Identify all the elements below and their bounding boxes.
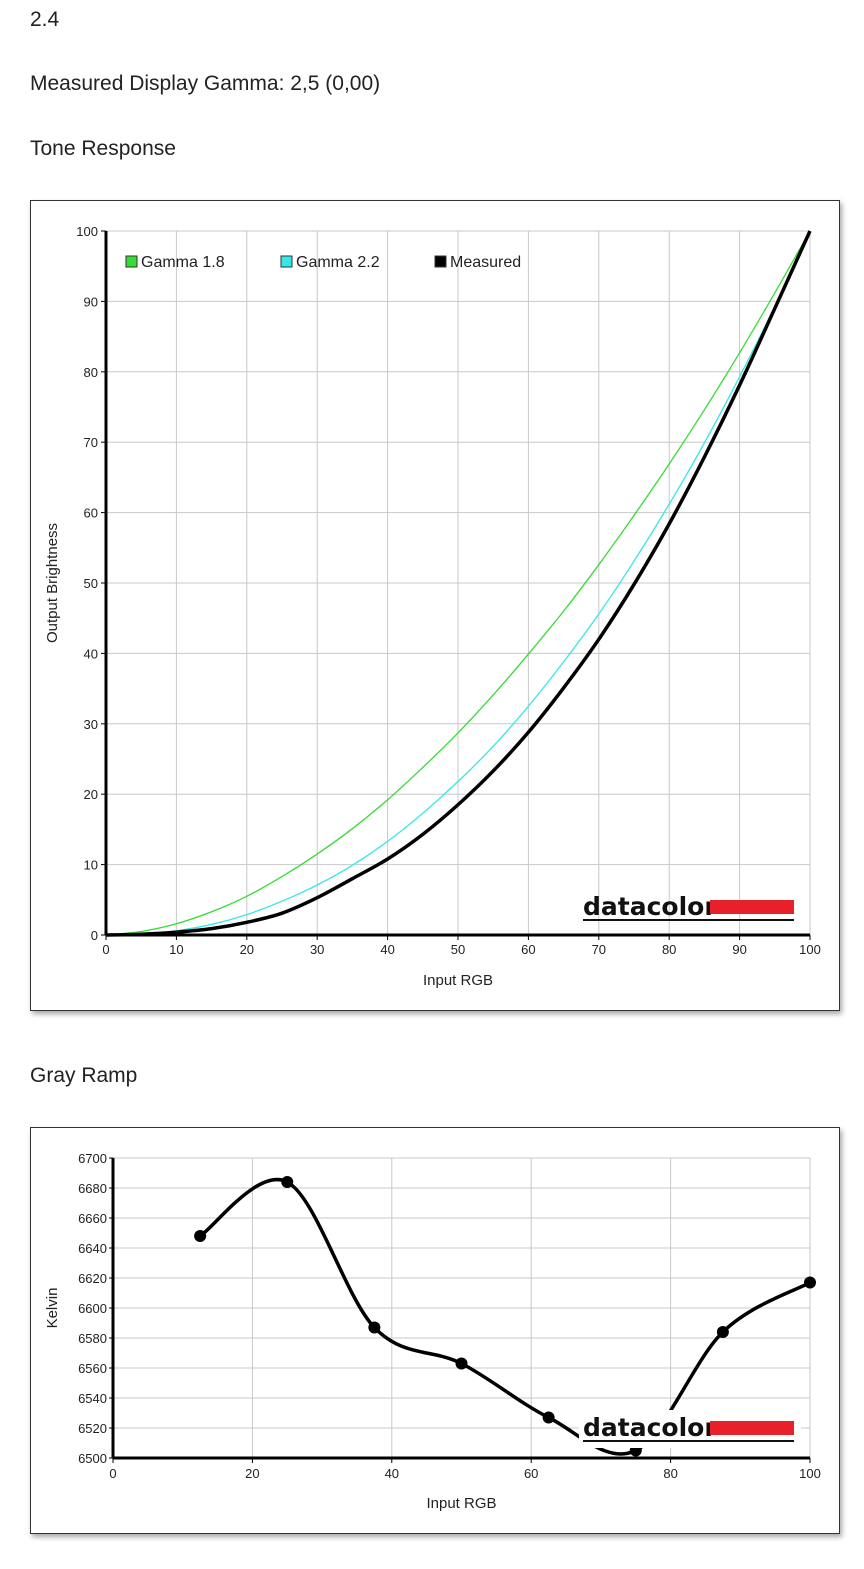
x-tick-label: 80 <box>662 942 676 957</box>
gray-ramp-chart: 0 20 40 60 80 100 6500 6520 6540 6560 6580 6600 6620… <box>30 1127 840 1534</box>
x-tick-label: 0 <box>102 942 109 957</box>
y-tick-label: 6660 <box>78 1211 107 1226</box>
y-tick-label: 40 <box>84 646 98 661</box>
tone-response-chart: 0 10 20 30 40 50 60 70 80 90 100 0 10 20 30 40 50 60 70 80 9… <box>30 200 840 1011</box>
y-tick-label: 30 <box>84 717 98 732</box>
y-tick-label: 6540 <box>78 1391 107 1406</box>
x-tick-label: 20 <box>245 1466 259 1481</box>
kelvin-data-point <box>455 1357 468 1370</box>
y-tick-label: 6700 <box>78 1151 107 1166</box>
legend-label: Measured <box>450 254 521 271</box>
y-tick-label: 6620 <box>78 1271 107 1286</box>
y-tick-label: 6520 <box>78 1421 107 1436</box>
x-tick-label: 90 <box>732 942 746 957</box>
legend-label: Gamma 1.8 <box>141 254 225 271</box>
datacolor-logo-text: datacolor <box>583 1413 717 1442</box>
kelvin-data-point <box>716 1326 729 1338</box>
y-tick-label: 6640 <box>78 1241 107 1256</box>
legend-swatch <box>125 255 138 268</box>
x-tick-label: 100 <box>799 942 821 957</box>
datacolor-logo-bar <box>710 900 794 914</box>
gray-ramp-plot: 0 20 40 60 80 100 6500 6520 6540 6560 6580 6600 6620… <box>44 1151 821 1512</box>
x-tick-label: 0 <box>109 1466 116 1481</box>
x-axis-label: Input RGB <box>423 972 493 989</box>
datacolor-logo-text: datacolor <box>583 892 717 921</box>
legend-swatch <box>280 255 293 268</box>
datacolor-logo: datacolor <box>583 892 794 921</box>
x-tick-label: 100 <box>799 1466 821 1481</box>
datacolor-logo-bar <box>710 1421 794 1435</box>
version-label: 2.4 <box>30 8 60 31</box>
kelvin-data-point <box>281 1176 294 1188</box>
kelvin-data-point <box>368 1321 381 1334</box>
y-tick-label: 6680 <box>78 1181 107 1196</box>
y-tick-label: 90 <box>84 294 98 309</box>
tone-response-heading: Tone Response <box>30 137 176 160</box>
x-tick-label: 20 <box>240 942 254 957</box>
kelvin-data-point <box>194 1230 207 1242</box>
kelvin-series-line <box>199 1177 811 1456</box>
x-axis-label: Input RGB <box>426 1495 496 1512</box>
x-tick-label: 70 <box>592 942 606 957</box>
x-tick-label: 60 <box>524 1466 538 1481</box>
y-axis-label: Output Brightness <box>44 523 61 643</box>
x-tick-label: 60 <box>521 942 535 957</box>
x-tick-label: 40 <box>380 942 394 957</box>
y-tick-label: 50 <box>84 576 98 591</box>
y-tick-label: 80 <box>84 365 98 380</box>
x-tick-label: 30 <box>310 942 324 957</box>
tone-response-plot: 0 10 20 30 40 50 60 70 80 90 100 0 10 20 30 40 50 60 70 80 9… <box>44 224 821 989</box>
x-tick-label: 10 <box>169 942 183 957</box>
x-tick-label: 40 <box>385 1466 399 1481</box>
kelvin-data-point <box>804 1276 816 1289</box>
kelvin-data-point <box>542 1411 555 1424</box>
gray-ramp-heading: Gray Ramp <box>30 1064 138 1087</box>
y-tick-label: 10 <box>84 858 98 873</box>
series-line-measured <box>105 230 812 937</box>
y-tick-label: 0 <box>91 928 98 943</box>
datacolor-logo: datacolor <box>583 1413 794 1442</box>
y-axis-label: Kelvin <box>44 1288 61 1329</box>
y-tick-label: 60 <box>84 506 98 521</box>
y-tick-label: 6560 <box>78 1361 107 1376</box>
y-tick-label: 70 <box>84 435 98 450</box>
x-tick-label: 80 <box>663 1466 677 1481</box>
y-tick-label: 20 <box>84 787 98 802</box>
y-tick-label: 100 <box>76 224 98 239</box>
y-tick-label: 6500 <box>78 1451 107 1466</box>
x-tick-label: 50 <box>451 942 465 957</box>
legend-label: Gamma 2.2 <box>296 254 380 271</box>
series-line-gamma-1-8 <box>105 230 811 936</box>
legend-swatch <box>434 255 447 268</box>
y-tick-label: 6600 <box>78 1301 107 1316</box>
y-tick-label: 6580 <box>78 1331 107 1346</box>
measured-gamma-label: Measured Display Gamma: 2,5 (0,00) <box>30 72 381 95</box>
series-line-gamma-2-2 <box>105 230 811 936</box>
